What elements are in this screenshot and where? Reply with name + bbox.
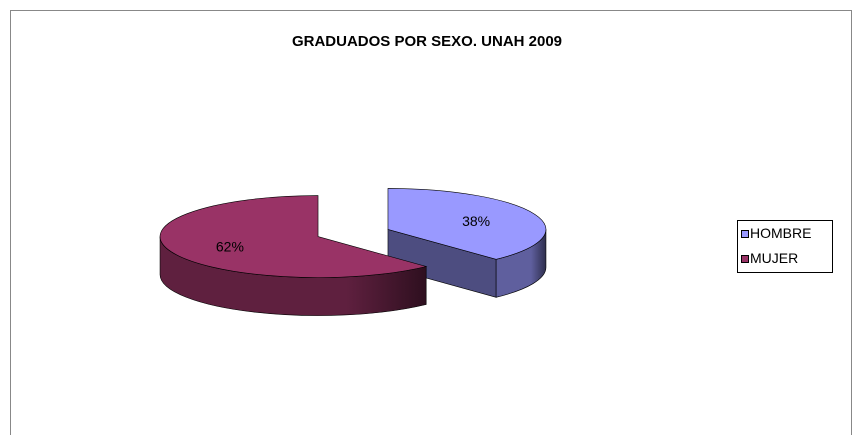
- legend-swatch: [741, 230, 749, 238]
- data-label: 62%: [216, 238, 244, 254]
- legend-box: [737, 220, 833, 273]
- legend-label: HOMBRE: [750, 225, 811, 241]
- pie-slice: [387, 188, 547, 260]
- data-label: 38%: [462, 213, 490, 229]
- legend-label: MUJER: [750, 250, 798, 266]
- legend-swatch: [741, 255, 749, 263]
- pie-slice: [159, 195, 428, 278]
- chart-title: GRADUADOS POR SEXO. UNAH 2009: [292, 33, 562, 50]
